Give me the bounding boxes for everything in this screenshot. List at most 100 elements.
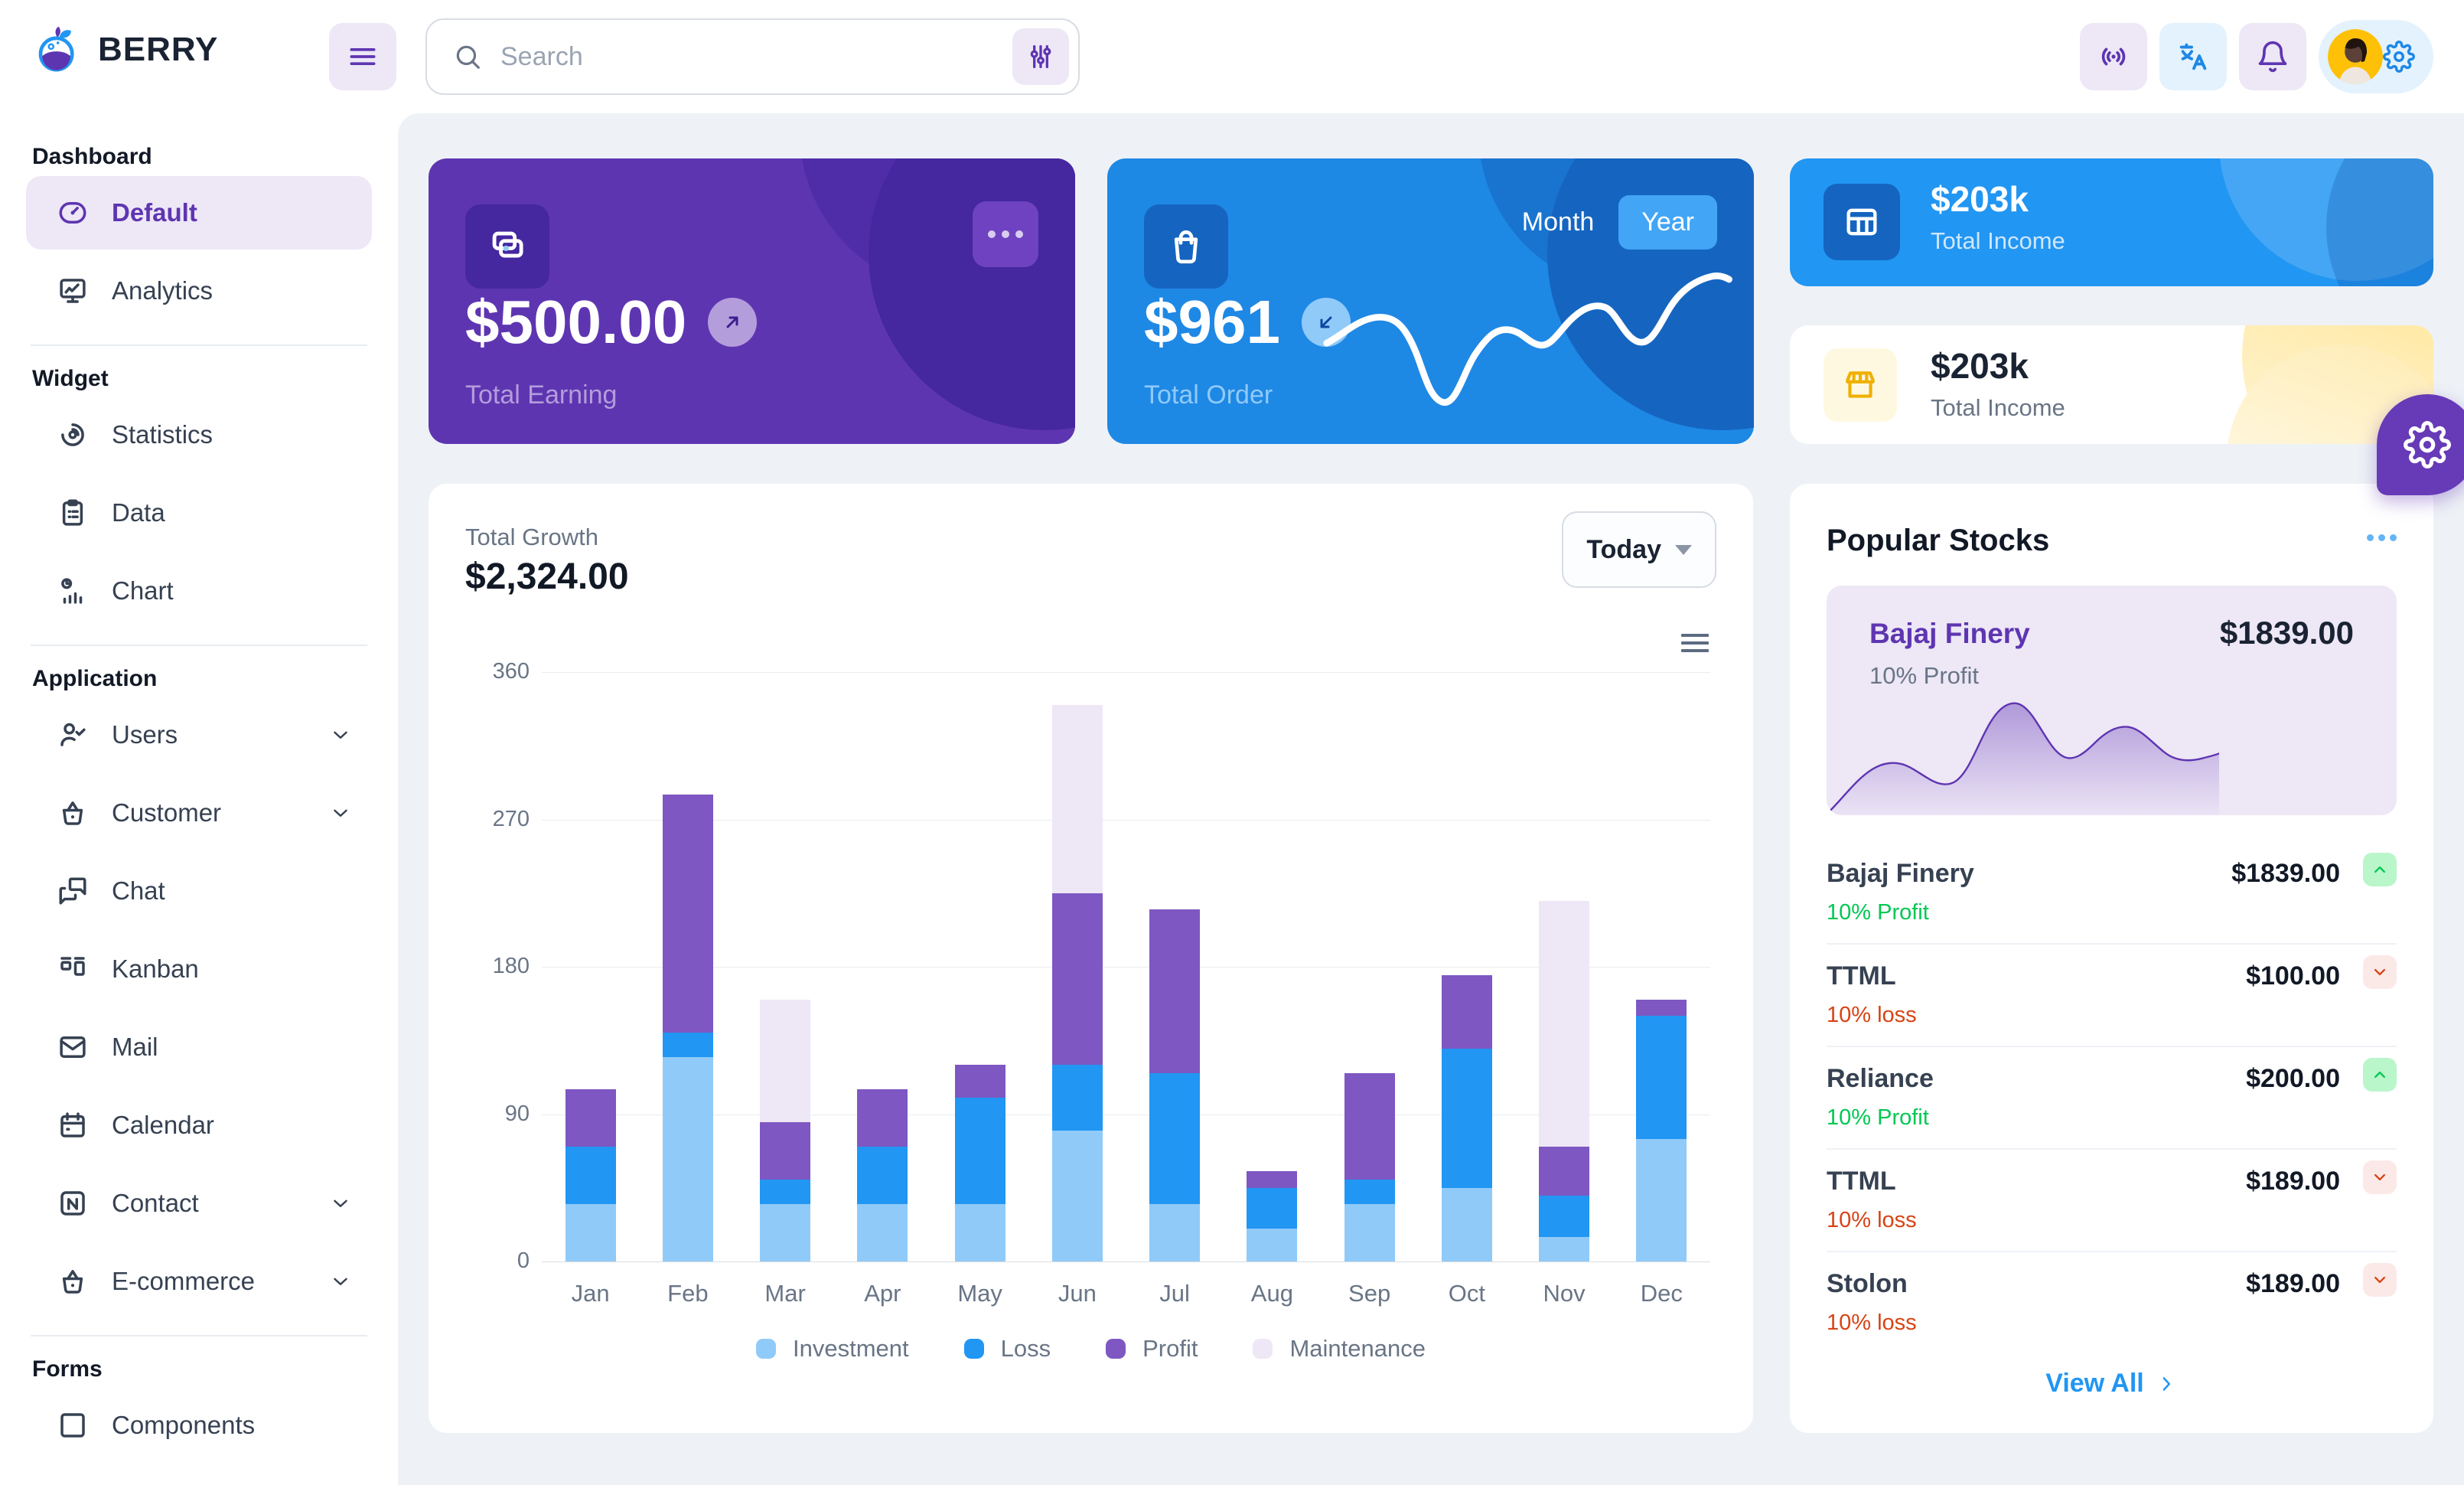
sidebar-item-calendar[interactable]: Calendar bbox=[26, 1088, 372, 1162]
search-filter-button[interactable] bbox=[1012, 28, 1069, 85]
table-grid-icon bbox=[1842, 202, 1882, 242]
sidebar-item-data[interactable]: Data bbox=[26, 476, 372, 550]
x-axis-label: Feb bbox=[667, 1280, 709, 1307]
sidebar-item-chat[interactable]: Chat bbox=[26, 854, 372, 928]
sidebar-item-label: Users bbox=[112, 720, 178, 749]
user-check-icon bbox=[57, 719, 89, 751]
x-axis-label: Oct bbox=[1448, 1280, 1485, 1307]
sidebar-section-title: Widget bbox=[32, 366, 109, 391]
search-input[interactable] bbox=[500, 41, 1012, 72]
growth-bar-chart bbox=[542, 672, 1710, 1261]
broadcast-button[interactable] bbox=[2080, 23, 2147, 90]
stacked-bar bbox=[1344, 1073, 1395, 1261]
stock-name: Reliance bbox=[1827, 1064, 1934, 1093]
berry-logo-icon bbox=[38, 26, 74, 72]
bar-segment-loss bbox=[954, 1098, 1005, 1205]
legend-item-loss[interactable]: Loss bbox=[963, 1335, 1051, 1363]
sidebar-item-label: Kanban bbox=[112, 955, 199, 983]
stacked-bar bbox=[1247, 1171, 1298, 1261]
sidebar-item-users[interactable]: Users bbox=[26, 698, 372, 772]
bar-slot-feb bbox=[639, 672, 736, 1261]
bar-segment-investment bbox=[954, 1204, 1005, 1261]
bar-slot-apr bbox=[834, 672, 931, 1261]
growth-amount: $2,324.00 bbox=[465, 556, 629, 597]
gridline bbox=[542, 672, 1710, 673]
sidebar-divider bbox=[31, 1335, 367, 1336]
arrow-up-right-icon bbox=[719, 308, 746, 336]
earning-more-button[interactable] bbox=[973, 201, 1038, 267]
income-dark-label: Total Income bbox=[1931, 227, 2065, 254]
bar-slot-oct bbox=[1418, 672, 1515, 1261]
stocks-more-button[interactable] bbox=[2367, 534, 2397, 541]
legend-item-maintenance[interactable]: Maintenance bbox=[1253, 1335, 1426, 1363]
stock-price: $189.00 bbox=[2246, 1167, 2340, 1196]
legend-marker bbox=[756, 1339, 776, 1359]
sidebar-item-label: Chart bbox=[112, 576, 174, 605]
legend-label: Profit bbox=[1142, 1335, 1198, 1362]
chevron-down-icon bbox=[2369, 1167, 2391, 1188]
chevron-down-icon bbox=[2369, 961, 2391, 983]
sidebar-item-label: Contact bbox=[112, 1189, 199, 1217]
total-income-dark-card: $203k Total Income bbox=[1790, 158, 2433, 286]
y-axis-label: 270 bbox=[492, 806, 530, 831]
profile-menu-button[interactable] bbox=[2319, 20, 2433, 93]
notifications-button[interactable] bbox=[2239, 23, 2306, 90]
clipboard-icon bbox=[57, 497, 89, 529]
bar-segment-profit bbox=[1636, 999, 1687, 1017]
sidebar-item-statistics[interactable]: Statistics bbox=[26, 398, 372, 472]
order-year-toggle[interactable]: Year bbox=[1618, 195, 1717, 250]
stock-trend-badge bbox=[2363, 1263, 2397, 1297]
stock-row: TTML $189.00 10% loss bbox=[1827, 1150, 2397, 1252]
sidebar-item-customer[interactable]: Customer bbox=[26, 776, 372, 850]
wallet-cards-icon bbox=[485, 224, 530, 269]
basket-icon bbox=[57, 797, 89, 829]
stacked-bar bbox=[1539, 901, 1590, 1261]
view-all-link[interactable]: View All bbox=[1790, 1369, 2433, 1399]
dashboard-icon bbox=[57, 197, 89, 229]
bar-segment-investment bbox=[857, 1204, 908, 1261]
stock-price: $200.00 bbox=[2246, 1064, 2340, 1093]
sidebar-toggle-button[interactable] bbox=[329, 23, 396, 90]
sidebar-item-contact[interactable]: Contact bbox=[26, 1167, 372, 1240]
legend-marker bbox=[963, 1339, 984, 1359]
bar-slot-aug bbox=[1224, 672, 1321, 1261]
stocks-title: Popular Stocks bbox=[1827, 524, 2050, 557]
sidebar-item-label: E-commerce bbox=[112, 1267, 256, 1295]
sidebar-item-mail[interactable]: Mail bbox=[26, 1010, 372, 1084]
bar-segment-maintenance bbox=[760, 999, 811, 1123]
chevron-down-icon bbox=[329, 801, 352, 824]
featured-stock-card[interactable]: Bajaj Finery $1839.00 10% Profit bbox=[1827, 586, 2397, 815]
analytics-icon bbox=[57, 275, 89, 307]
bar-segment-profit bbox=[1539, 1147, 1590, 1196]
x-axis-label: Nov bbox=[1543, 1280, 1586, 1307]
chart-toolbar-menu-button[interactable] bbox=[1681, 634, 1709, 652]
growth-title: Total Growth bbox=[465, 524, 599, 550]
order-label: Total Order bbox=[1144, 380, 1273, 410]
customize-fab-button[interactable] bbox=[2377, 394, 2464, 495]
sidebar-item-chart[interactable]: Chart bbox=[26, 554, 372, 628]
stock-change: 10% Profit bbox=[1827, 1105, 1929, 1130]
brand-name: BERRY bbox=[98, 31, 219, 68]
bar-segment-profit bbox=[1344, 1073, 1395, 1180]
x-axis-label: Jul bbox=[1159, 1280, 1190, 1307]
growth-period-select[interactable]: Today bbox=[1562, 511, 1716, 588]
sidebar-item-analytics[interactable]: Analytics bbox=[26, 254, 372, 328]
order-icon-box bbox=[1144, 204, 1228, 289]
x-axis-label: Jun bbox=[1058, 1280, 1097, 1307]
legend-marker bbox=[1106, 1339, 1126, 1359]
bar-segment-investment bbox=[1149, 1204, 1201, 1261]
box-icon bbox=[57, 1409, 89, 1441]
legend-item-profit[interactable]: Profit bbox=[1106, 1335, 1198, 1363]
sidebar-item-default[interactable]: Default bbox=[26, 176, 372, 250]
order-month-toggle[interactable]: Month bbox=[1521, 207, 1595, 237]
sidebar-item-components[interactable]: Components bbox=[26, 1389, 372, 1462]
sidebar-item-label: Customer bbox=[112, 798, 222, 827]
legend-item-investment[interactable]: Investment bbox=[756, 1335, 909, 1363]
bar-slot-jun bbox=[1028, 672, 1126, 1261]
sidebar-item-kanban[interactable]: Kanban bbox=[26, 932, 372, 1006]
bar-segment-investment bbox=[760, 1204, 811, 1261]
stock-row: Reliance $200.00 10% Profit bbox=[1827, 1047, 2397, 1150]
sidebar-item-e-commerce[interactable]: E-commerce bbox=[26, 1245, 372, 1318]
earning-amount: $500.00 bbox=[465, 288, 687, 356]
translate-button[interactable] bbox=[2159, 23, 2227, 90]
